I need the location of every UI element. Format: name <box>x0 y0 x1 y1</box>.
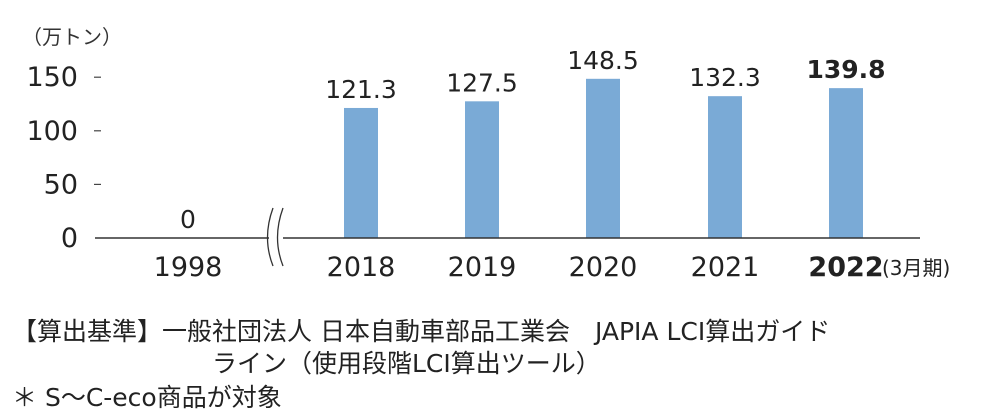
y-tick-label: 150 <box>26 62 78 93</box>
data-label: 148.5 <box>567 46 639 75</box>
bar <box>344 107 378 238</box>
data-label: 121.3 <box>325 75 397 104</box>
y-tick-label: 100 <box>26 116 78 147</box>
bar-chart: （万トン） 0 50 100 150 0 121.3 127.5 148.5 132.3 139… <box>22 25 950 283</box>
unit-label: （万トン） <box>22 25 122 49</box>
x-tick-suffix: (3月期) <box>882 256 950 280</box>
x-tick-label: 2022 <box>808 252 883 283</box>
x-tick-label: 2021 <box>691 252 760 283</box>
y-axis: 0 50 100 150 <box>26 62 101 254</box>
x-tick-label: 1998 <box>154 252 223 283</box>
bar <box>829 88 863 238</box>
x-tick-label: 2018 <box>327 252 396 283</box>
data-label: 127.5 <box>446 68 518 97</box>
data-label: 139.8 <box>806 55 885 84</box>
data-label: 0 <box>180 205 196 234</box>
x-tick-label: 2020 <box>569 252 638 283</box>
y-tick-label: 50 <box>44 169 78 200</box>
bar <box>708 96 742 238</box>
calculation-basis-line1: 【算出基準】一般社団法人 日本自動車部品工業会 JAPIA LCI算出ガイド <box>12 317 831 346</box>
x-axis: 1998 2018 2019 2020 2021 2022(3月期) <box>95 206 950 283</box>
y-tick-label: 0 <box>61 223 78 254</box>
axis-break-mark <box>266 207 274 267</box>
bar <box>586 78 620 238</box>
data-label: 132.3 <box>689 63 761 92</box>
footnote: ＊ S〜C-eco商品が対象 <box>12 383 282 412</box>
calculation-basis-line2: ライン（使用段階LCI算出ツール） <box>212 349 601 378</box>
axis-break-mark <box>276 207 284 267</box>
bars-group: 0 121.3 127.5 148.5 132.3 139.8 <box>180 46 886 238</box>
bar <box>465 101 499 238</box>
x-tick-label: 2019 <box>448 252 517 283</box>
